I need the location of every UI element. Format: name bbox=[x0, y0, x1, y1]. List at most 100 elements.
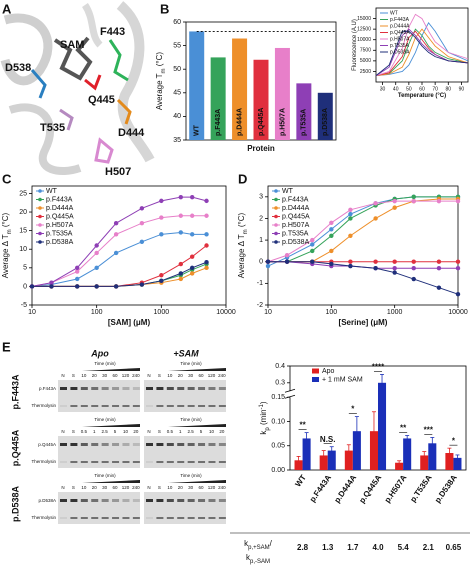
lane-label: 20 bbox=[133, 429, 139, 434]
residue-stick bbox=[59, 108, 74, 131]
x-axis-label: Protein bbox=[247, 144, 275, 153]
y-tick-label: 0.05 bbox=[271, 443, 285, 450]
time-wedge bbox=[82, 424, 140, 427]
data-point bbox=[139, 220, 145, 226]
legend-label: p.H507A bbox=[390, 36, 410, 42]
gel-band bbox=[60, 443, 67, 446]
bar bbox=[189, 31, 205, 140]
lane-label: 1 bbox=[93, 429, 96, 434]
y-tick-label: 35 bbox=[173, 137, 181, 144]
legend-marker bbox=[38, 197, 42, 202]
x-tick-label: 60 bbox=[419, 86, 425, 92]
legend-marker bbox=[38, 240, 42, 244]
lane-label: 10 bbox=[81, 485, 87, 490]
gel-band bbox=[91, 517, 99, 519]
y-tick-label: -1 bbox=[257, 280, 263, 287]
series-line bbox=[375, 28, 469, 77]
gel-band bbox=[187, 499, 195, 502]
residue-stick bbox=[84, 74, 102, 91]
x-tick-label: 10 bbox=[28, 309, 36, 316]
series-line bbox=[375, 13, 469, 77]
y-axis-label-part: -1 bbox=[259, 403, 265, 409]
series-line bbox=[31, 231, 207, 287]
x-tick-label: p.D538A bbox=[433, 473, 459, 505]
data-point bbox=[411, 276, 416, 282]
data-point bbox=[75, 284, 80, 289]
y-axis-label-part: m bbox=[243, 229, 249, 234]
data-point bbox=[436, 259, 442, 264]
lane-label: 60 bbox=[113, 485, 119, 490]
y-axis-label-part: m bbox=[161, 68, 167, 73]
residue-label: D538 bbox=[5, 62, 31, 74]
plot-bg bbox=[268, 186, 458, 305]
residue-stick bbox=[30, 69, 47, 99]
gel-band bbox=[187, 443, 195, 446]
data-point bbox=[204, 198, 209, 204]
lane-label: N bbox=[61, 429, 64, 434]
data-point bbox=[189, 213, 195, 218]
x-tick-label: WT bbox=[293, 473, 308, 488]
panel-letter: A bbox=[2, 1, 12, 16]
y-tick-label: 10000 bbox=[357, 37, 371, 43]
significance: ** bbox=[400, 424, 407, 433]
gel-band bbox=[156, 461, 164, 463]
data-point bbox=[178, 261, 183, 267]
y-tick-label: -2 bbox=[257, 302, 263, 309]
residue-label: SAM bbox=[60, 39, 84, 51]
data-point bbox=[159, 273, 164, 278]
gel-band bbox=[101, 387, 109, 390]
lane-label: 30 bbox=[188, 485, 194, 490]
lane-label: S bbox=[72, 485, 75, 490]
gel-band bbox=[91, 443, 99, 446]
data-point bbox=[113, 284, 119, 289]
gel-band bbox=[198, 517, 206, 519]
gel-band bbox=[166, 443, 174, 446]
legend-label: Apo bbox=[322, 368, 335, 375]
significance: **** bbox=[372, 363, 385, 372]
gel-band bbox=[177, 405, 185, 407]
gel-band bbox=[80, 443, 88, 446]
x-tick-label: 10000 bbox=[448, 309, 468, 316]
gel-band bbox=[187, 461, 195, 463]
gel-band bbox=[132, 517, 140, 519]
residue-stick bbox=[116, 98, 132, 125]
legend-label: + 1 mM SAM bbox=[322, 376, 363, 383]
bar bbox=[294, 460, 303, 470]
y-axis-label-part: Average T bbox=[155, 73, 164, 110]
gel-band bbox=[122, 517, 130, 519]
lane-label: 20 bbox=[92, 373, 98, 378]
data-point bbox=[189, 232, 195, 237]
x-tick-label: 100 bbox=[325, 309, 337, 316]
lane-label: 240 bbox=[218, 373, 226, 378]
time-wedge bbox=[82, 480, 140, 483]
bar bbox=[378, 382, 387, 470]
data-point bbox=[329, 233, 334, 238]
gel-band bbox=[122, 461, 130, 463]
x-tick-label: 40 bbox=[393, 86, 399, 92]
data-point bbox=[310, 248, 315, 254]
data-point bbox=[329, 248, 334, 254]
series-line bbox=[375, 21, 469, 77]
gel-band bbox=[132, 499, 140, 502]
gel-band bbox=[70, 517, 78, 519]
band-label: p.D538A bbox=[38, 498, 56, 503]
data-point bbox=[265, 259, 271, 264]
residue-label: H507 bbox=[105, 166, 131, 178]
data-point bbox=[113, 250, 119, 256]
y-axis-label: Average Δ Tm (°C) bbox=[1, 212, 12, 278]
lane-label: S bbox=[72, 429, 75, 434]
data-point bbox=[178, 271, 183, 276]
break-mark bbox=[284, 394, 296, 399]
lane-label: 120 bbox=[208, 485, 216, 490]
legend-marker bbox=[274, 189, 278, 193]
bar bbox=[302, 438, 311, 470]
lane-label: 1 bbox=[179, 429, 182, 434]
x-tick-label: p.D538A bbox=[322, 108, 329, 136]
y-axis-label-part: p bbox=[265, 427, 271, 431]
gel-band bbox=[91, 461, 99, 463]
ratio-label-part: p,-SAM bbox=[250, 559, 270, 565]
lane-label: 20 bbox=[178, 373, 184, 378]
x-axis-label: [Serine] (μM) bbox=[339, 318, 388, 327]
gel-image bbox=[144, 436, 226, 468]
x-axis-label-part: [SAM] (μM) bbox=[108, 318, 151, 327]
